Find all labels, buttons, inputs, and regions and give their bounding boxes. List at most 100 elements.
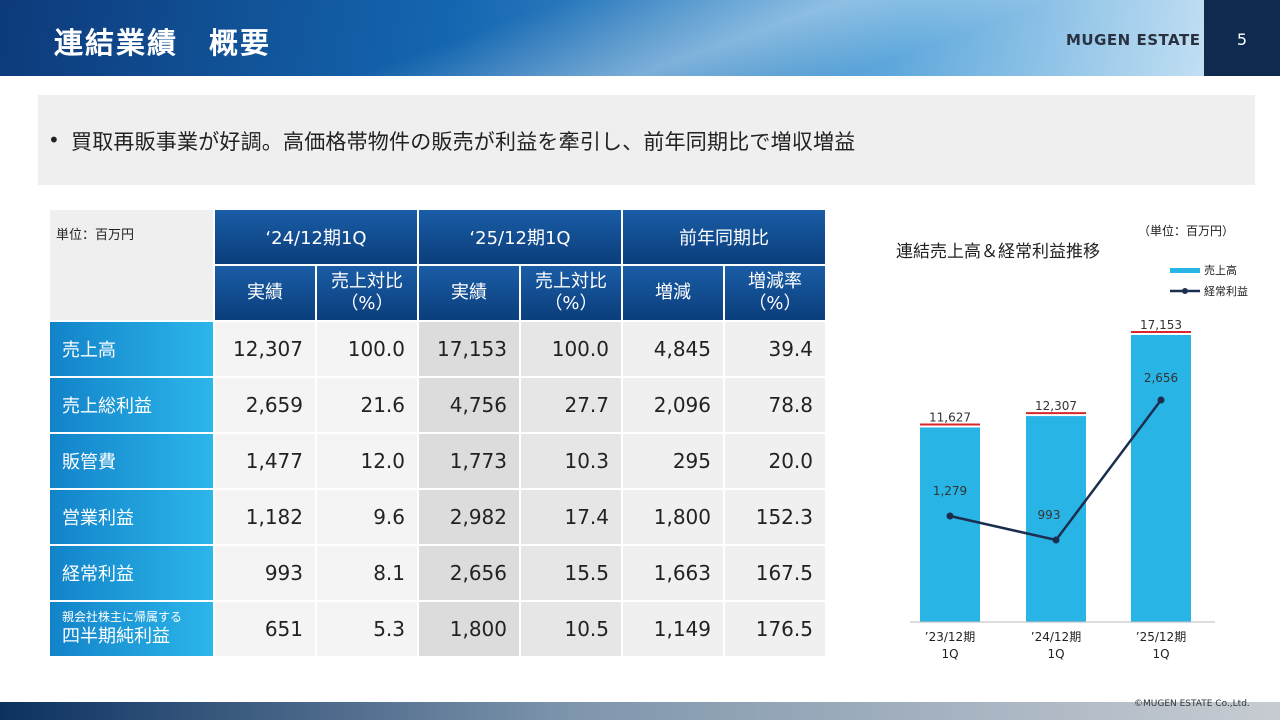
table-body: 売上高 12,307 100.0 17,153 100.0 4,845 39.4 売上総利益 2… <box>48 320 827 658</box>
subheader-cell: 売上対比 （%） <box>315 264 419 322</box>
table-cell: 100.0 <box>519 320 623 378</box>
table-unit-label: 単位：百万円 <box>48 208 215 322</box>
brand-logo: MUGEN ESTATE <box>1066 31 1201 49</box>
table-cell: 295 <box>621 432 725 490</box>
table-cell: 1,149 <box>621 600 725 658</box>
row-label: 売上高 <box>48 320 215 378</box>
row-label: 売上総利益 <box>48 376 215 434</box>
ordinary-profit-label: 993 <box>1038 508 1061 522</box>
legend-label-revenue: 売上高 <box>1204 263 1237 277</box>
subheader-line: （%） <box>340 293 394 314</box>
table-row: 売上総利益 2,659 21.6 4,756 27.7 2,096 78.8 <box>48 376 827 434</box>
table-cell: 17,153 <box>417 320 521 378</box>
table-cell: 10.3 <box>519 432 623 490</box>
table-cell: 1,182 <box>213 488 317 546</box>
table-cell: 1,800 <box>417 600 521 658</box>
x-tick-label: 1Q <box>941 647 958 661</box>
x-tick-label: 1Q <box>1152 647 1169 661</box>
table-cell: 651 <box>213 600 317 658</box>
table-cell: 2,659 <box>213 376 317 434</box>
ordinary-profit-label: 2,656 <box>1144 371 1178 385</box>
chart-title: 連結売上高＆経常利益推移 <box>896 242 1100 262</box>
row-label-text: 四半期純利益 <box>62 626 170 647</box>
table-cell: 78.8 <box>723 376 827 434</box>
ordinary-profit-point <box>1052 536 1060 544</box>
page-number-box: 5 <box>1204 0 1280 76</box>
subheader-line: 実績 <box>247 282 283 303</box>
performance-table: 単位：百万円 ‘24/12期1Q ‘25/12期1Q 前年同期比 実績 売上対比… <box>48 208 827 658</box>
table-row: 売上高 12,307 100.0 17,153 100.0 4,845 39.4 <box>48 320 827 378</box>
header-banner: 連結業績 概要 MUGEN ESTATE 5 <box>0 0 1280 76</box>
revenue-bar-label: 17,153 <box>1140 318 1182 332</box>
subheader-cell: 実績 <box>213 264 317 322</box>
table-cell: 993 <box>213 544 317 602</box>
table-cell: 167.5 <box>723 544 827 602</box>
table-row: 親会社株主に帰属する 四半期純利益 651 5.3 1,800 10.5 1,149 176.… <box>48 600 827 658</box>
subheader-line: （%） <box>544 293 598 314</box>
table-cell: 27.7 <box>519 376 623 434</box>
table-cell: 10.5 <box>519 600 623 658</box>
subheader-cell: 売上対比 （%） <box>519 264 623 322</box>
subheader-line: 増減 <box>655 282 691 303</box>
x-tick-label: ’24/12期 <box>1031 630 1081 644</box>
table-cell: 2,096 <box>621 376 725 434</box>
row-label: 経常利益 <box>48 544 215 602</box>
row-label: 親会社株主に帰属する四半期純利益 <box>48 600 215 658</box>
page-number: 5 <box>1236 30 1248 49</box>
table-group-header-row: 単位：百万円 ‘24/12期1Q ‘25/12期1Q 前年同期比 <box>48 208 827 322</box>
table-cell: 1,800 <box>621 488 725 546</box>
table-cell: 2,982 <box>417 488 521 546</box>
subheader-line: 増減率 <box>748 271 802 292</box>
subheader-cell: 実績 <box>417 264 521 322</box>
copyright-text: ©MUGEN ESTATE Co.,Ltd. <box>1134 699 1250 709</box>
row-label: 営業利益 <box>48 488 215 546</box>
legend-label-ordinary-profit: 経常利益 <box>1204 284 1248 298</box>
table-cell: 2,656 <box>417 544 521 602</box>
table-cell: 100.0 <box>315 320 419 378</box>
ordinary-profit-label: 1,279 <box>933 484 967 498</box>
ordinary-profit-point <box>1157 396 1165 404</box>
table-cell: 12,307 <box>213 320 317 378</box>
revenue-bar <box>1026 416 1086 622</box>
table-cell: 4,845 <box>621 320 725 378</box>
table-cell: 8.1 <box>315 544 419 602</box>
revenue-bar-label: 11,627 <box>929 410 971 424</box>
legend-bar-swatch <box>1170 268 1200 273</box>
table-row: 営業利益 1,182 9.6 2,982 17.4 1,800 152.3 <box>48 488 827 546</box>
revenue-bar <box>1131 335 1191 622</box>
table-cell: 4,756 <box>417 376 521 434</box>
group-header-yoy: 前年同期比 <box>621 208 827 266</box>
table-cell: 5.3 <box>315 600 419 658</box>
subheader-line: （%） <box>748 293 802 314</box>
header-decoration <box>0 0 1200 76</box>
table-row: 経常利益 993 8.1 2,656 15.5 1,663 167.5 <box>48 544 827 602</box>
row-label-prefix: 親会社株主に帰属する <box>62 610 183 624</box>
x-tick-label: ’23/12期 <box>925 630 975 644</box>
table-cell: 15.5 <box>519 544 623 602</box>
table-cell: 17.4 <box>519 488 623 546</box>
x-tick-label: ’25/12期 <box>1136 630 1186 644</box>
table-cell: 9.6 <box>315 488 419 546</box>
table-cell: 39.4 <box>723 320 827 378</box>
row-label: 販管費 <box>48 432 215 490</box>
group-header-fy24: ‘24/12期1Q <box>213 208 419 266</box>
table-cell: 152.3 <box>723 488 827 546</box>
table-cell: 1,773 <box>417 432 521 490</box>
subheader-line: 売上対比 <box>535 271 607 292</box>
summary-text: 買取再販事業が好調。高価格帯物件の販売が利益を牽引し、前年同期比で増収増益 <box>71 130 856 154</box>
table-subheader-row: 実績 売上対比 （%） 実績 売上対比 （%） 増減 増減率 （%） <box>49 264 827 322</box>
subheader-cell: 増減 <box>621 264 725 322</box>
table-cell: 12.0 <box>315 432 419 490</box>
table-cell: 176.5 <box>723 600 827 658</box>
table-cell: 1,663 <box>621 544 725 602</box>
x-tick-label: 1Q <box>1047 647 1064 661</box>
group-header-fy25: ‘25/12期1Q <box>417 208 623 266</box>
subheader-line: 売上対比 <box>331 271 403 292</box>
footer-bar <box>0 702 1280 720</box>
table-cell: 1,477 <box>213 432 317 490</box>
chart-unit-label: （単位：百万円） <box>1138 224 1235 238</box>
revenue-bar <box>920 427 980 622</box>
table-cell: 21.6 <box>315 376 419 434</box>
legend-line-marker <box>1182 288 1188 294</box>
